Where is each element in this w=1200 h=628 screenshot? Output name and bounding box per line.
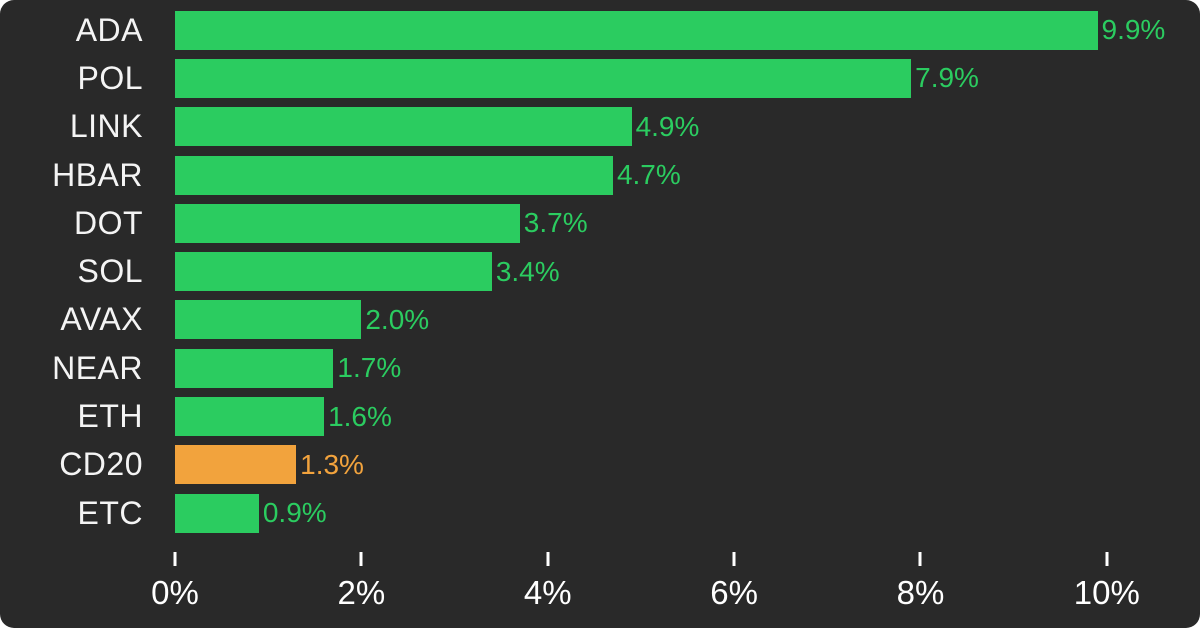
bar-row-eth: ETH 1.6% bbox=[0, 392, 1200, 440]
bar-row-hbar: HBAR 4.7% bbox=[0, 151, 1200, 199]
bar-track: 0.9% bbox=[175, 493, 1200, 533]
category-label: ADA bbox=[75, 11, 143, 48]
bar-rows: ADA 9.9% POL 7.9% LINK 4.9% HBAR 4.7% DOT 3.7% SOL… bbox=[0, 6, 1200, 537]
value-label: 1.7% bbox=[337, 352, 402, 384]
value-label: 1.6% bbox=[328, 400, 392, 432]
bar-row-sol: SOL 3.4% bbox=[0, 247, 1200, 295]
bar-row-link: LINK 4.9% bbox=[0, 103, 1200, 151]
bar bbox=[175, 493, 259, 533]
category-label: ETC bbox=[77, 494, 143, 531]
x-axis: 0% 2% 4% 6% 8% 10% bbox=[151, 548, 1200, 626]
bar bbox=[175, 155, 613, 195]
bar-track: 3.4% bbox=[175, 252, 1200, 292]
category-label: SOL bbox=[77, 253, 143, 290]
bar-track: 1.3% bbox=[175, 445, 1200, 485]
value-label: 2.0% bbox=[365, 303, 430, 335]
bar bbox=[175, 445, 297, 485]
bar bbox=[175, 300, 362, 340]
value-label: 3.4% bbox=[495, 255, 560, 287]
bar-track: 7.9% bbox=[175, 58, 1200, 98]
bar bbox=[175, 107, 632, 147]
bar-row-pol: POL 7.9% bbox=[0, 54, 1200, 102]
bar-track: 1.6% bbox=[175, 397, 1200, 437]
bar bbox=[175, 58, 912, 98]
x-axis-tick-mark bbox=[546, 552, 550, 566]
x-axis-tick-mark bbox=[359, 552, 363, 566]
category-label: NEAR bbox=[52, 349, 143, 386]
x-axis-tick-label: 6% bbox=[710, 574, 758, 611]
category-label: HBAR bbox=[52, 156, 143, 193]
category-label: LINK bbox=[69, 108, 143, 145]
bar-row-avax: AVAX 2.0% bbox=[0, 296, 1200, 344]
bar-row-dot: DOT 3.7% bbox=[0, 199, 1200, 247]
bar-row-cd20: CD20 1.3% bbox=[0, 441, 1200, 489]
x-axis-tick-label: 0% bbox=[151, 574, 199, 611]
category-label: CD20 bbox=[59, 446, 143, 483]
bar bbox=[175, 397, 325, 437]
bar bbox=[175, 252, 492, 292]
bar-row-etc: ETC 0.9% bbox=[0, 489, 1200, 537]
bar-track: 1.7% bbox=[175, 348, 1200, 388]
bar-track: 4.7% bbox=[175, 155, 1200, 195]
value-label: 4.7% bbox=[616, 159, 681, 191]
bar-row-ada: ADA 9.9% bbox=[0, 6, 1200, 54]
x-axis-tick-mark bbox=[918, 552, 922, 566]
bar-track: 3.7% bbox=[175, 203, 1200, 243]
value-label: 9.9% bbox=[1101, 14, 1166, 46]
bar bbox=[175, 348, 334, 388]
bar-track: 4.9% bbox=[175, 107, 1200, 147]
value-label: 3.7% bbox=[523, 207, 588, 239]
bar-row-near: NEAR 1.7% bbox=[0, 344, 1200, 392]
x-axis-tick-label: 10% bbox=[1073, 574, 1140, 611]
value-label: 0.9% bbox=[262, 497, 327, 529]
bar bbox=[175, 10, 1098, 50]
x-axis-tick-mark bbox=[1105, 552, 1109, 566]
category-label: POL bbox=[77, 59, 143, 96]
value-label: 4.9% bbox=[635, 110, 700, 142]
x-axis-tick-label: 8% bbox=[896, 574, 945, 611]
category-label: ETH bbox=[77, 398, 143, 435]
x-axis-tick-mark bbox=[173, 552, 177, 566]
bar-track: 2.0% bbox=[175, 300, 1200, 340]
bar-track: 9.9% bbox=[175, 10, 1200, 50]
x-axis-tick-mark bbox=[732, 552, 736, 566]
value-label: 7.9% bbox=[915, 62, 979, 94]
bar bbox=[175, 203, 520, 243]
category-label: DOT bbox=[73, 204, 143, 241]
x-axis-tick-label: 4% bbox=[523, 574, 572, 611]
value-label: 1.3% bbox=[300, 448, 364, 480]
x-axis-tick-label: 2% bbox=[337, 574, 386, 611]
category-label: AVAX bbox=[60, 301, 143, 338]
